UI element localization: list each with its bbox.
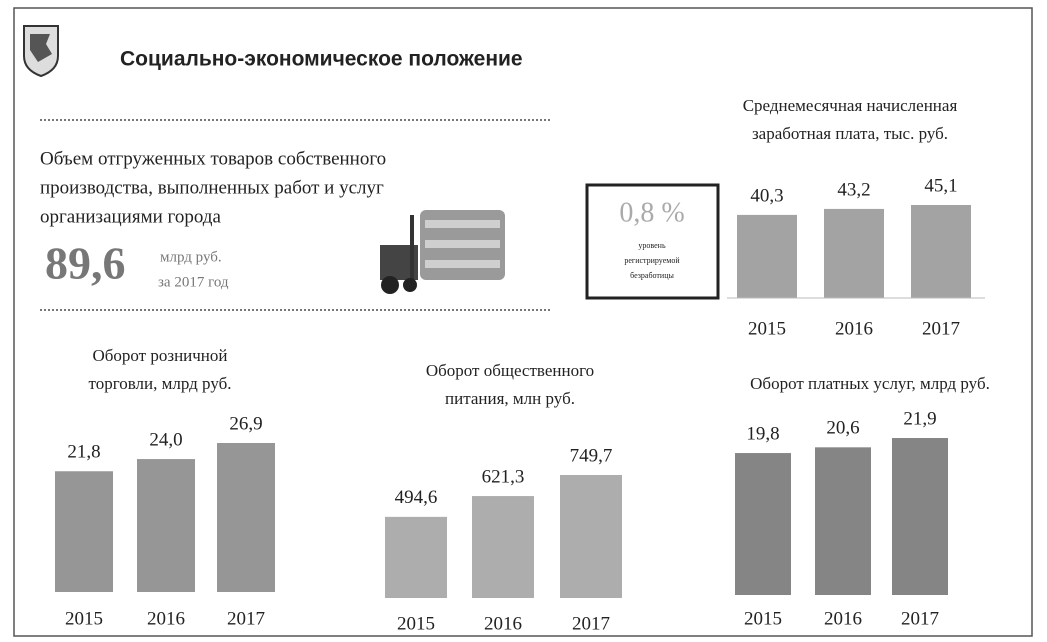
bar [892,438,948,595]
bar [217,443,275,592]
value-label: 494,6 [395,487,438,508]
unemployment-text: безработицы [630,271,674,280]
value-label: 45,1 [924,175,957,196]
x-tick-label: 2016 [147,608,185,629]
chart-title: Оборот розничной [92,346,227,365]
shipment-value: 89,6 [45,238,126,289]
chart-title: питания, млн руб. [445,389,575,408]
unemployment-box [585,183,720,300]
value-label: 40,3 [750,185,783,206]
bar [737,214,797,298]
bar [385,516,447,598]
bar [824,208,884,298]
chart-title: торговли, млрд руб. [88,374,231,393]
x-tick-label: 2017 [922,318,960,339]
unemployment-text: регистрируемой [624,256,680,265]
forklift-icon [380,210,505,294]
bar [472,496,534,598]
value-label: 21,9 [903,408,936,429]
value-label: 19,8 [746,423,779,444]
value-label: 21,8 [67,442,100,463]
x-tick-label: 2015 [65,608,103,629]
x-tick-label: 2016 [824,608,862,629]
unemployment-text: уровень [638,241,666,250]
bar [560,475,622,598]
x-tick-label: 2015 [744,608,782,629]
shipment-unit: млрд руб. [160,249,222,265]
x-tick-label: 2016 [484,613,522,634]
x-tick-label: 2015 [397,613,435,634]
shipment-period: за 2017 год [158,274,229,290]
chart-title: Оборот платных услуг, млрд руб. [750,374,990,393]
x-tick-label: 2017 [901,608,939,629]
value-label: 20,6 [826,418,859,439]
shipment-text: Объем отгруженных товаров собственного [40,148,386,169]
x-tick-label: 2015 [748,318,786,339]
bar [911,205,971,298]
value-label: 43,2 [837,179,870,200]
chart-title: Среднемесячная начисленная [743,96,958,115]
unemployment-value: 0,8 % [619,197,684,228]
bar [735,453,791,595]
chart-title: заработная плата, тыс. руб. [752,124,948,143]
bar [55,471,113,592]
value-label: 24,0 [149,429,182,450]
x-tick-label: 2016 [835,318,873,339]
value-label: 26,9 [229,413,262,434]
value-label: 749,7 [570,445,613,466]
chart-title: Оборот общественного [426,361,594,380]
shipment-text: производства, выполненных работ и услуг [40,177,384,198]
bar [815,447,871,595]
emblem [23,25,59,78]
x-tick-label: 2017 [572,613,610,634]
value-label: 621,3 [482,466,525,487]
page-title: Социально-экономическое положение [120,48,523,71]
x-tick-label: 2017 [227,608,265,629]
bar [137,459,195,592]
shipment-text: организациями города [40,206,221,227]
